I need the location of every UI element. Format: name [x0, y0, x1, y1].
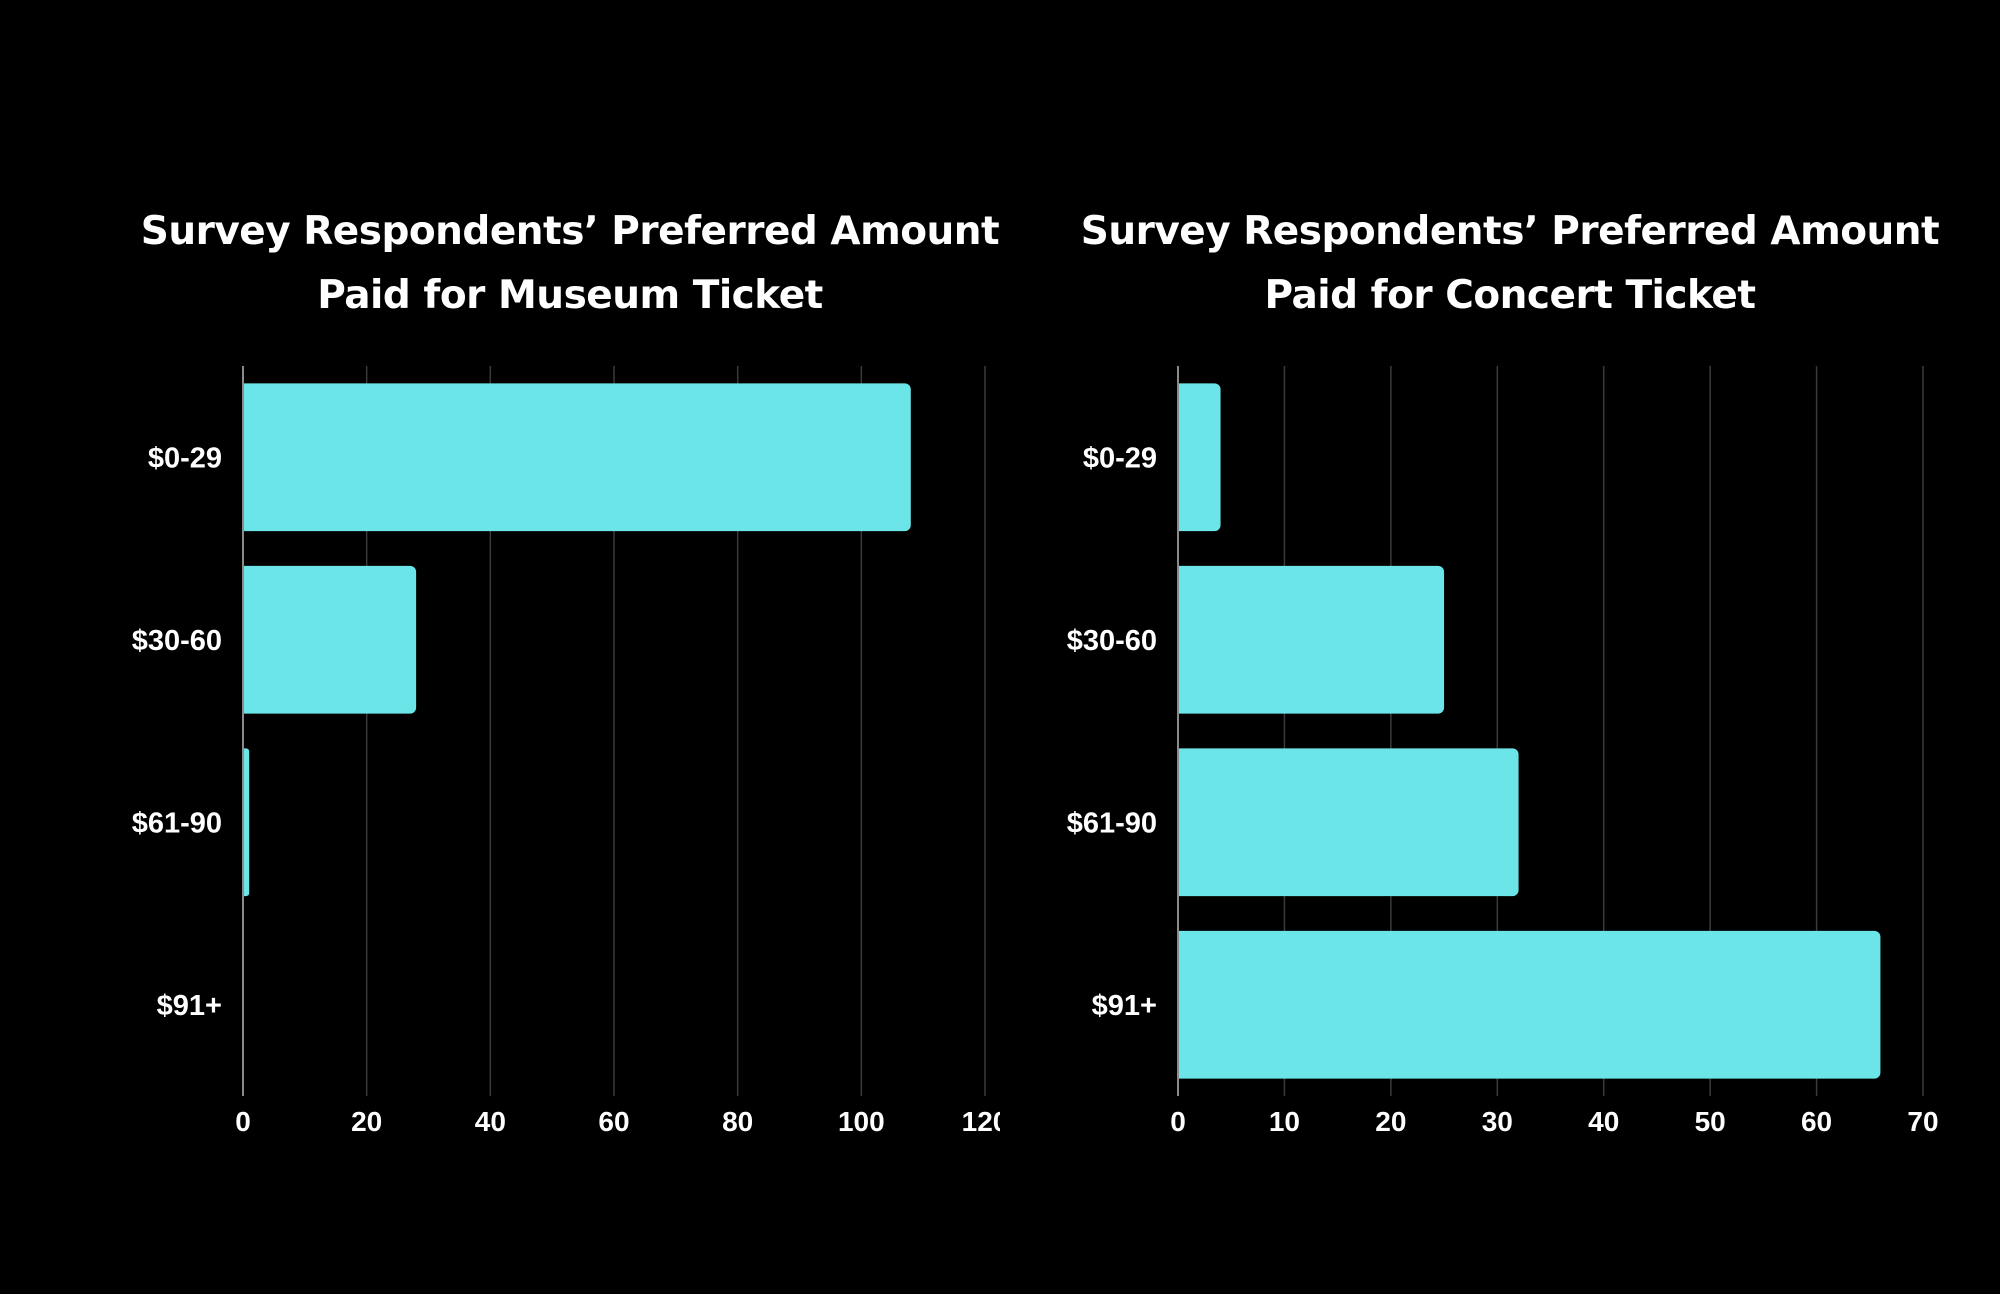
museum-bar-chart: 0 20 40 60 80 100 120 $0-29 $30-60 $61-90 $91+ — [132, 366, 1000, 1137]
museum-category-label: $0-29 — [148, 442, 222, 474]
museum-x-tick-label: 60 — [598, 1106, 629, 1137]
museum-bar — [237, 383, 911, 532]
museum-category-label: $91+ — [157, 990, 222, 1022]
museum-axis-mask — [235, 366, 243, 1096]
concert-title-line-1: Survey Respondents’ Preferred Amount — [1080, 209, 1940, 254]
concert-category-label: $91+ — [1092, 990, 1157, 1022]
museum-bar — [237, 565, 417, 714]
concert-x-tick-label: 20 — [1375, 1106, 1406, 1137]
concert-x-tick-label: 50 — [1695, 1106, 1726, 1137]
museum-title-line-2: Paid for Museum Ticket — [317, 273, 823, 318]
museum-chart-title: Survey Respondents’ Preferred Amount Pai… — [120, 200, 1020, 328]
concert-chart-title: Survey Respondents’ Preferred Amount Pai… — [1060, 200, 1960, 328]
museum-category-label: $30-60 — [132, 625, 222, 657]
concert-axis-mask — [1170, 366, 1178, 1096]
museum-x-tick-label: 0 — [235, 1106, 251, 1137]
museum-x-tick-label: 100 — [838, 1106, 885, 1137]
concert-category-label: $0-29 — [1083, 442, 1157, 474]
concert-x-tick-label: 30 — [1482, 1106, 1513, 1137]
museum-category-label: $61-90 — [132, 807, 222, 839]
museum-title-line-1: Survey Respondents’ Preferred Amount — [140, 209, 1000, 254]
museum-x-tick-label: 80 — [722, 1106, 753, 1137]
concert-bar — [1172, 383, 1221, 532]
concert-x-tick-label: 40 — [1588, 1106, 1619, 1137]
museum-x-tick-label: 120 — [962, 1106, 1000, 1137]
concert-x-tick-label: 60 — [1801, 1106, 1832, 1137]
concert-title-line-2: Paid for Concert Ticket — [1264, 273, 1756, 318]
museum-x-tick-label: 20 — [351, 1106, 382, 1137]
museum-x-tick-label: 40 — [475, 1106, 506, 1137]
concert-x-tick-label: 0 — [1170, 1106, 1186, 1137]
concert-x-tick-label: 10 — [1269, 1106, 1300, 1137]
concert-bar — [1172, 565, 1445, 714]
concert-category-label: $61-90 — [1067, 807, 1157, 839]
concert-bar — [1172, 748, 1519, 897]
concert-bar — [1172, 930, 1881, 1079]
concert-category-label: $30-60 — [1067, 625, 1157, 657]
concert-x-tick-label: 70 — [1907, 1106, 1938, 1137]
